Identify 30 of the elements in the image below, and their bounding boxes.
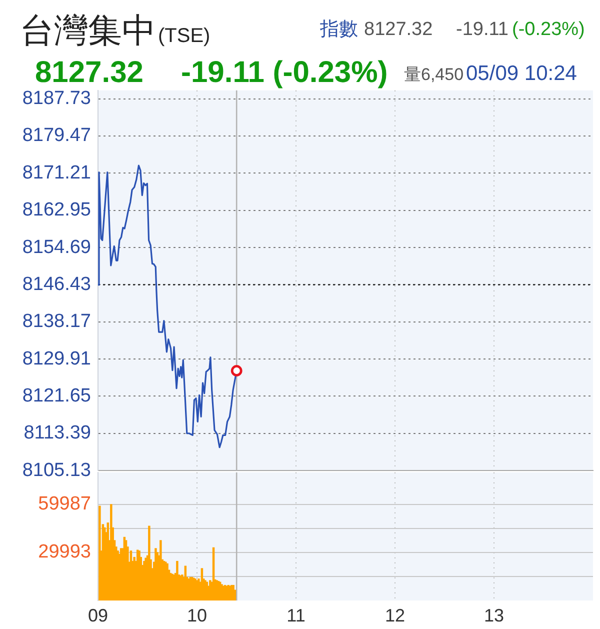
text: -19.11 [456,19,508,40]
y-tick-label: 8171.21 [22,162,91,184]
x-tick-label: 09 [88,605,108,626]
text: 05/09 10:24 [466,62,577,85]
text: 8127.32 [35,56,144,89]
text: 量6,450 [404,65,464,84]
y-tick-label: 8162.95 [22,200,91,221]
text: 指數 [320,19,358,40]
bar [176,560,178,600]
y-tick-label: 29993 [38,542,91,563]
x-tick-label: 10 [186,605,208,626]
x-tick-label: 11 [286,605,306,626]
x-tick-label: 12 [384,605,406,626]
y-tick-label: 8121.65 [22,385,91,406]
y-tick-label: 8187.73 [22,88,91,110]
text: -19.11 (-0.23%) [181,56,388,89]
x-tick-label: 13 [484,605,504,626]
y-tick-label: 8105.13 [22,460,91,481]
chart-subtitle: (TSE) [158,25,210,47]
y-tick-label: 8113.39 [24,422,91,444]
y-tick-label: 8179.47 [22,125,91,146]
chart-title: 台灣集中 [20,12,156,50]
y-tick-label: 8138.17 [22,311,91,332]
y-tick-label: 59987 [38,494,91,515]
y-tick-label: 8146.43 [22,274,91,295]
y-tick-label: 8129.91 [22,348,91,370]
bar [154,548,157,600]
text: 8127.32 [364,19,433,40]
y-tick-label: 8154.69 [22,236,91,258]
text: (-0.23%) [512,19,585,40]
